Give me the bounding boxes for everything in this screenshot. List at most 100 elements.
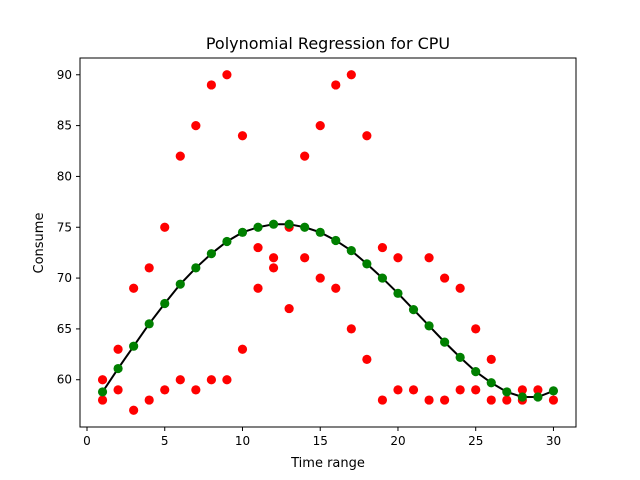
observed-point-32 <box>346 324 356 334</box>
fitted-point-22 <box>440 337 450 347</box>
observed-point-50 <box>486 354 496 364</box>
observed-point-14 <box>206 375 216 385</box>
observed-point-46 <box>455 283 465 293</box>
fitted-point-21 <box>424 321 434 331</box>
x-axis-label: Time range <box>290 456 365 471</box>
fitted-point-2 <box>129 341 139 351</box>
fitted-point-12 <box>284 219 294 229</box>
observed-point-4 <box>129 405 139 415</box>
observed-point-5 <box>129 283 139 293</box>
observed-point-7 <box>144 263 154 273</box>
fitted-point-27 <box>517 392 527 402</box>
observed-point-30 <box>331 283 341 293</box>
fitted-point-14 <box>315 227 325 237</box>
observed-point-37 <box>377 242 388 253</box>
observed-point-33 <box>346 70 356 80</box>
fitted-point-28 <box>533 392 543 402</box>
observed-point-22 <box>268 263 279 273</box>
observed-point-24 <box>284 303 294 314</box>
observed-point-0 <box>97 395 108 405</box>
fitted-point-1 <box>113 363 123 374</box>
y-tick-label-80: 80 <box>57 169 72 183</box>
x-tick-label-5: 5 <box>161 434 169 448</box>
fitted-point-15 <box>331 235 341 246</box>
x-tick-label-10: 10 <box>235 434 250 448</box>
fitted-point-6 <box>191 263 201 273</box>
observed-point-6 <box>144 395 154 405</box>
fitted-point-17 <box>362 259 372 269</box>
fitted-point-3 <box>144 319 154 329</box>
observed-point-51 <box>502 395 512 405</box>
observed-point-54 <box>533 385 543 395</box>
x-tick-label-0: 0 <box>83 434 91 448</box>
fitted-point-7 <box>206 249 216 259</box>
y-tick-label-90: 90 <box>57 68 72 82</box>
fitted-point-16 <box>346 246 356 256</box>
axes-frame <box>79 57 577 428</box>
observed-point-11 <box>175 151 185 161</box>
fitted-point-13 <box>300 222 310 232</box>
x-tick-label-30: 30 <box>546 434 561 448</box>
observed-point-34 <box>362 354 372 364</box>
fitted-point-11 <box>268 219 279 229</box>
observed-point-15 <box>206 80 216 90</box>
observed-point-40 <box>408 385 419 395</box>
observed-point-53 <box>517 385 527 395</box>
y-tick-label-65: 65 <box>57 322 72 336</box>
observed-point-1 <box>97 375 108 385</box>
observed-point-49 <box>486 395 496 405</box>
chart-title: Polynomial Regression for CPU <box>206 34 450 53</box>
fitted-point-18 <box>377 273 388 283</box>
plot-area <box>80 58 576 427</box>
observed-point-13 <box>191 121 201 131</box>
x-tick-label-15: 15 <box>313 434 328 448</box>
observed-point-9 <box>160 222 170 232</box>
observed-point-44 <box>440 273 450 283</box>
points-layer <box>97 70 559 415</box>
observed-point-28 <box>315 273 325 283</box>
fitted-point-29 <box>548 386 559 396</box>
observed-point-17 <box>222 70 232 80</box>
observed-point-2 <box>113 385 123 395</box>
observed-point-39 <box>393 253 403 263</box>
observed-point-21 <box>253 242 263 253</box>
observed-point-47 <box>471 385 481 395</box>
x-tick-label-20: 20 <box>390 434 405 448</box>
observed-point-35 <box>362 131 372 141</box>
observed-point-19 <box>237 131 248 141</box>
fitted-point-9 <box>237 227 248 237</box>
observed-point-18 <box>237 344 248 354</box>
observed-point-42 <box>424 253 434 263</box>
observed-point-3 <box>113 344 123 354</box>
x-ticks: 0 5 10 15 20 25 30 <box>83 427 561 448</box>
observed-point-23 <box>268 253 279 263</box>
fitted-point-10 <box>253 222 263 232</box>
y-tick-label-60: 60 <box>57 373 72 387</box>
observed-point-38 <box>393 385 403 395</box>
fitted-point-26 <box>502 387 512 397</box>
fitted-point-0 <box>97 387 108 397</box>
observed-point-26 <box>300 253 310 263</box>
observed-point-16 <box>222 375 232 385</box>
observed-point-36 <box>377 395 388 405</box>
y-axis-label: Consume <box>32 213 47 274</box>
fitted-point-20 <box>408 304 419 315</box>
observed-point-29 <box>315 121 325 131</box>
y-tick-label-75: 75 <box>57 220 72 234</box>
observed-point-45 <box>455 385 465 395</box>
fitted-point-24 <box>471 367 481 377</box>
observed-point-27 <box>300 151 310 161</box>
observed-point-41 <box>424 395 434 405</box>
fitted-point-4 <box>160 298 170 309</box>
fitted-point-23 <box>455 352 465 362</box>
fitted-point-19 <box>393 288 403 298</box>
observed-point-12 <box>191 385 201 395</box>
fitted-point-25 <box>486 378 496 388</box>
y-ticks: 60 65 70 75 80 85 90 <box>57 68 80 387</box>
y-tick-label-85: 85 <box>57 119 72 133</box>
y-tick-label-70: 70 <box>57 271 72 285</box>
observed-point-48 <box>471 324 481 334</box>
observed-point-43 <box>440 395 450 405</box>
